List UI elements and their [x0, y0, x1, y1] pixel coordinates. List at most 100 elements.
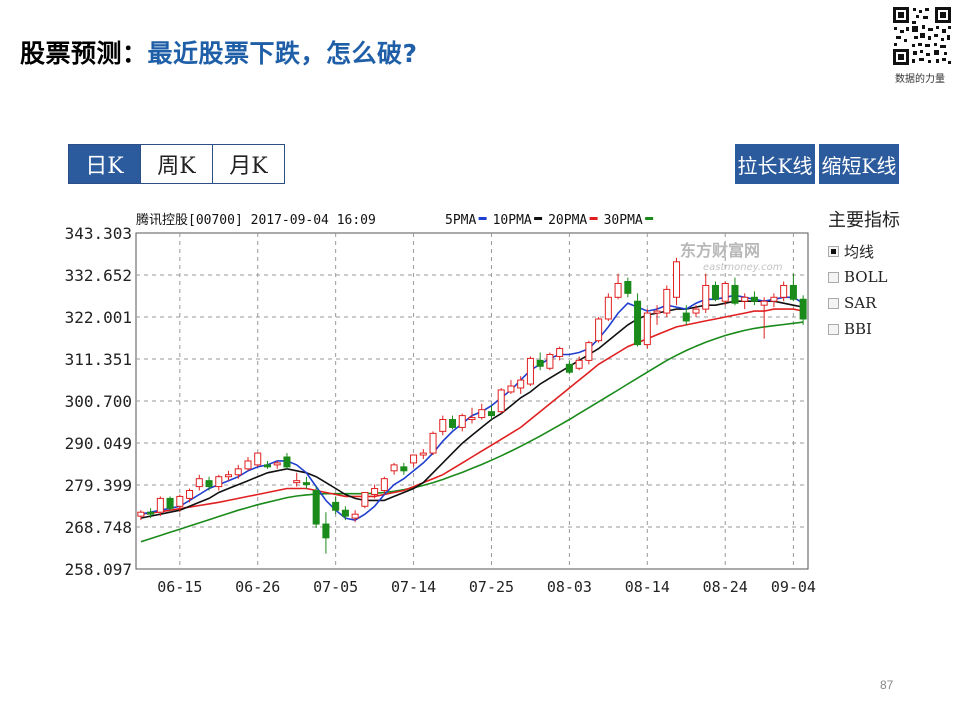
- candle-body: [322, 523, 330, 539]
- candle: [156, 496, 164, 517]
- y-tick-label: 322.001: [65, 308, 132, 327]
- candle-body: [332, 501, 340, 511]
- candle-body: [137, 511, 145, 517]
- candle-body: [293, 480, 301, 484]
- page-number: 87: [880, 678, 894, 692]
- indicator-bbi[interactable]: BBI: [828, 316, 908, 342]
- candle: [546, 352, 554, 371]
- candle: [166, 496, 174, 511]
- candle-body: [507, 385, 515, 393]
- candle-body: [780, 284, 788, 298]
- candle-body: [390, 464, 398, 472]
- indicator-title: 主要指标: [828, 210, 900, 231]
- candle-body: [215, 476, 223, 488]
- candle: [419, 449, 427, 459]
- candle: [507, 380, 515, 394]
- indicator-boll[interactable]: BOLL: [828, 264, 908, 290]
- candle-body: [595, 318, 603, 342]
- candle: [526, 356, 534, 387]
- candle-body: [731, 284, 739, 304]
- candle: [536, 352, 544, 371]
- tab-weekly-k[interactable]: 周K: [140, 145, 212, 183]
- indicator-ma[interactable]: 均线: [828, 238, 908, 264]
- checkbox-icon[interactable]: [828, 323, 839, 335]
- x-tick-label: 07-14: [391, 578, 436, 596]
- candle-body: [439, 419, 447, 432]
- candle-body: [565, 363, 573, 373]
- candle-body: [673, 261, 681, 298]
- candle: [780, 281, 788, 302]
- candle-body: [302, 482, 310, 486]
- candle: [205, 476, 213, 491]
- candle: [186, 488, 194, 503]
- candle: [429, 431, 437, 456]
- legend-label: 30PMA: [604, 213, 643, 228]
- candle-body: [312, 490, 320, 525]
- candle-body: [624, 281, 632, 294]
- candle: [390, 462, 398, 475]
- checkbox-icon[interactable]: [828, 297, 839, 309]
- candle: [195, 474, 203, 491]
- ma30-line: [140, 321, 804, 543]
- slide-title: 股票预测：最近股票下跌，怎么破?: [20, 34, 418, 70]
- candle-body: [711, 284, 719, 300]
- candle-body: [195, 478, 203, 488]
- y-tick-label: 332.652: [65, 266, 132, 285]
- candle: [137, 510, 145, 521]
- candle: [770, 293, 778, 308]
- candle: [322, 512, 330, 554]
- candle: [799, 295, 807, 325]
- candle-body: [487, 411, 495, 417]
- candle: [458, 413, 466, 432]
- candle: [147, 508, 155, 519]
- y-tick-label: 300.700: [65, 392, 132, 411]
- candle: [556, 346, 564, 361]
- legend-swatch: [589, 217, 598, 220]
- candle-body: [799, 298, 807, 320]
- candle: [234, 464, 242, 479]
- candle: [371, 484, 379, 499]
- candle: [711, 281, 719, 302]
- stretch-kline-button[interactable]: 拉长K线: [735, 144, 815, 184]
- candle: [760, 297, 768, 339]
- tab-monthly-k[interactable]: 月K: [212, 145, 284, 183]
- x-tick-label: 09-04: [771, 578, 816, 596]
- shrink-kline-button[interactable]: 缩短K线: [819, 144, 899, 184]
- candle-body: [273, 462, 281, 466]
- candle-body: [380, 478, 388, 492]
- candle-body: [234, 468, 242, 476]
- y-tick-label: 268.748: [65, 518, 132, 537]
- indicator-label: SAR: [844, 294, 877, 312]
- candle: [487, 405, 495, 420]
- candle-body: [361, 491, 369, 507]
- checkbox-icon[interactable]: [828, 271, 839, 283]
- candle-body: [410, 454, 418, 464]
- indicator-sar[interactable]: SAR: [828, 290, 908, 316]
- y-tick-label: 290.049: [65, 434, 132, 453]
- legend-label: 5PMA: [445, 213, 476, 228]
- candle: [565, 360, 573, 375]
- x-tick-label: 07-05: [313, 578, 358, 596]
- candle-body: [244, 460, 252, 470]
- candle-body: [750, 296, 758, 302]
- tab-daily-k[interactable]: 日K: [69, 145, 140, 183]
- candle-body: [400, 466, 408, 472]
- candle-body: [760, 300, 768, 306]
- candle-body: [371, 488, 379, 495]
- candle: [741, 293, 749, 310]
- candle-body: [156, 497, 164, 513]
- candle: [449, 415, 457, 430]
- x-tick-label: 08-14: [625, 578, 670, 596]
- candle-body: [643, 312, 651, 346]
- candle-body: [789, 284, 797, 300]
- candle-body: [263, 464, 271, 468]
- candle-body: [254, 452, 262, 466]
- candle-body: [546, 353, 554, 369]
- candle-body: [682, 312, 690, 322]
- candle-body: [517, 379, 525, 389]
- legend-label: 10PMA: [493, 213, 532, 228]
- indicator-panel: 主要指标 均线 BOLL SAR BBI: [828, 206, 908, 342]
- x-tick-label: 08-03: [547, 578, 592, 596]
- watermark-subtext: eastmoney.com: [703, 262, 783, 273]
- checkbox-checked-icon[interactable]: [828, 245, 839, 257]
